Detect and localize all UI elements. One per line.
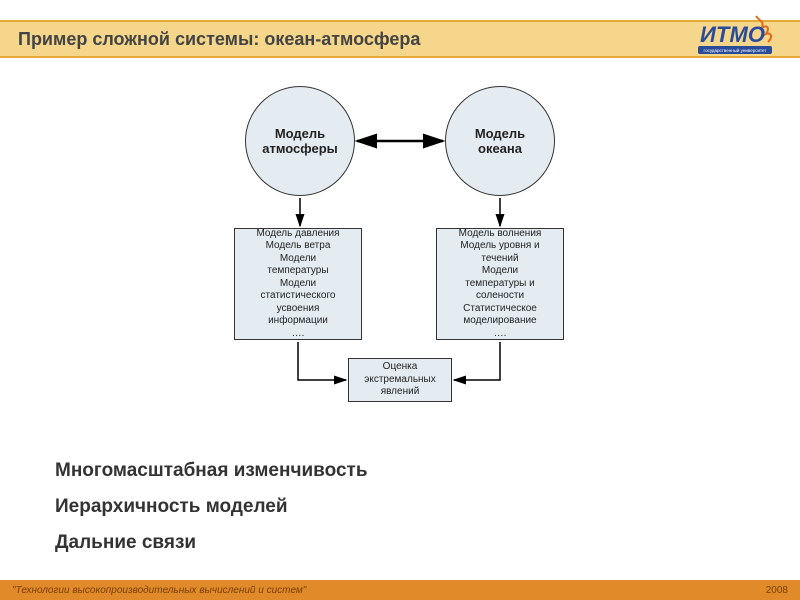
bullets: Многомасштабная изменчивость Иерархичнос… <box>55 460 368 568</box>
footer-right: 2008 <box>766 585 788 596</box>
arrow-oceansub-extreme <box>454 342 500 380</box>
box-ocean-sub: Модель волненияМодель уровня итеченийМод… <box>436 228 564 340</box>
box-atm-sub-text: Модель давленияМодель ветраМоделитемпера… <box>256 228 339 341</box>
bullet-3: Дальние связи <box>55 532 368 554</box>
footer-left: "Технологии высокопроизводительных вычис… <box>12 585 306 596</box>
logo-text: ИТМО <box>700 22 765 47</box>
page-title: Пример сложной системы: океан-атмосфера <box>18 29 420 50</box>
node-ocean-label: Модель океана <box>452 126 548 156</box>
box-extreme-text: Оценкаэкстремальныхявлений <box>364 361 435 399</box>
bullet-1: Многомасштабная изменчивость <box>55 460 368 482</box>
diagram: Модель атмосферы Модель океана Модель да… <box>200 80 600 440</box>
arrow-atmsub-extreme <box>298 342 346 380</box>
slide: Пример сложной системы: океан-атмосфера … <box>0 0 800 600</box>
logo: ИТМО государственный университет <box>652 12 782 60</box>
box-atm-sub: Модель давленияМодель ветраМоделитемпера… <box>234 228 362 340</box>
bullet-2: Иерархичность моделей <box>55 496 368 518</box>
box-extreme: Оценкаэкстремальныхявлений <box>348 358 452 402</box>
footer: "Технологии высокопроизводительных вычис… <box>0 580 800 600</box>
node-ocean: Модель океана <box>445 86 555 196</box>
logo-sub: государственный университет <box>704 47 767 53</box>
box-ocean-sub-text: Модель волненияМодель уровня итеченийМод… <box>459 228 542 341</box>
node-atmosphere: Модель атмосферы <box>245 86 355 196</box>
node-atmosphere-label: Модель атмосферы <box>252 126 348 156</box>
